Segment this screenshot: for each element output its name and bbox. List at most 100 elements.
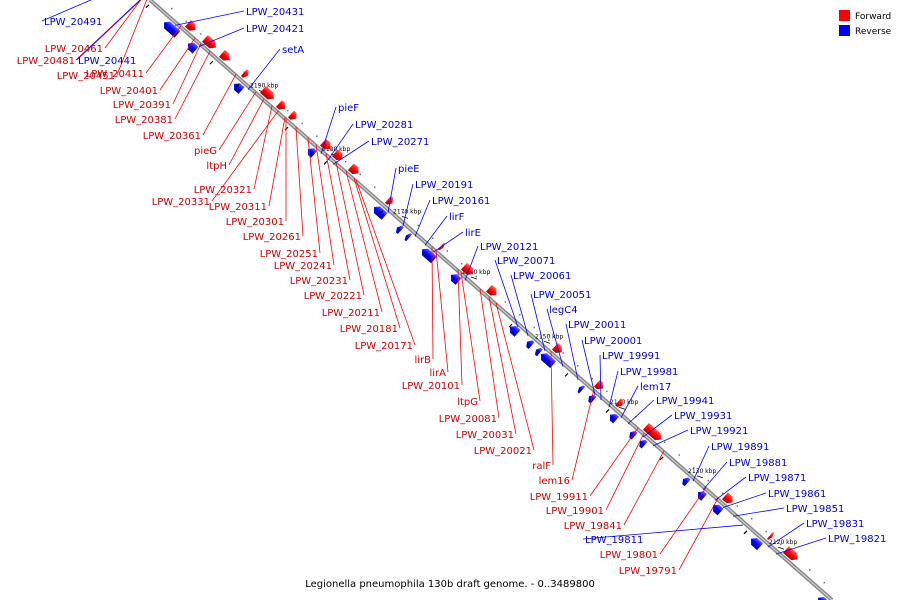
reverse-feature: [713, 504, 724, 516]
forward-gene-label: ltpH: [206, 161, 227, 172]
pseudogene-mark: [605, 409, 610, 413]
forward-leader-line: [325, 153, 351, 281]
minor-tick: [809, 569, 811, 571]
reverse-gene-label: LPW_19931: [674, 411, 732, 422]
forward-gene-label: LPW_20391: [113, 100, 171, 111]
forward-feature: [766, 532, 775, 540]
minor-tick: [345, 160, 347, 163]
forward-feature: [347, 163, 359, 175]
forward-leader-line: [431, 246, 434, 360]
minor-tick: [446, 250, 448, 252]
minor-tick: [765, 530, 767, 533]
tick-label: 2180 kbp: [322, 146, 350, 153]
legend-reverse-label: Reverse: [855, 27, 892, 37]
minor-tick: [519, 313, 521, 316]
tick-label: 2190 kbp: [250, 83, 278, 90]
forward-leader-line: [345, 170, 383, 313]
minor-tick: [200, 33, 202, 35]
reverse-gene-label: LPW_20281: [355, 120, 413, 131]
forward-leader-line: [479, 288, 500, 419]
reverse-feature: [308, 148, 318, 158]
reverse-gene-label: LPW_20161: [432, 196, 490, 207]
forward-feature: [331, 149, 343, 161]
tick-label: 2130 kbp: [688, 468, 716, 475]
forward-gene-label: LPW_20251: [260, 249, 318, 260]
forward-gene-label: LPW_20031: [456, 430, 514, 441]
forward-gene-label: LPW_19841: [564, 521, 622, 532]
forward-gene-label: lirA: [429, 368, 446, 379]
reverse-feature: [639, 439, 648, 449]
reverse-leader-line: [608, 370, 619, 408]
minor-tick: [780, 543, 782, 546]
forward-gene-label: LPW_20261: [243, 232, 301, 243]
reverse-gene-label: LPW_20441: [78, 56, 136, 67]
reverse-leader-line: [530, 293, 546, 351]
forward-leader-line: [495, 302, 535, 451]
reverse-gene-label: LPW_19851: [786, 504, 844, 515]
reverse-gene-label: LPW_20051: [533, 290, 591, 301]
reverse-feature: [698, 491, 708, 501]
forward-leader-line: [315, 144, 335, 266]
reverse-gene-label: LPW_20011: [568, 320, 626, 331]
forward-gene-label: LPW_20231: [290, 276, 348, 287]
minor-tick: [751, 518, 753, 520]
reverse-feature: [541, 353, 557, 368]
reverse-gene-label: lem17: [640, 382, 671, 393]
minor-tick: [171, 7, 173, 10]
reverse-leader-line: [387, 167, 397, 213]
reverse-gene-label: pieF: [338, 103, 359, 114]
reverse-gene-label: LPW_20001: [584, 336, 642, 347]
minor-tick: [258, 84, 260, 86]
reverse-feature: [682, 477, 691, 487]
forward-feature: [319, 138, 331, 150]
forward-gene-label: LPW_20401: [100, 86, 158, 97]
reverse-gene-label: LPW_19871: [748, 473, 806, 484]
minor-tick: [316, 135, 318, 137]
forward-leader-line: [228, 98, 265, 166]
reverse-leader-line: [174, 10, 245, 26]
legend: Forward Reverse: [839, 10, 892, 37]
forward-feature: [201, 34, 216, 49]
minor-tick: [562, 352, 564, 354]
tick-mark: [543, 340, 551, 344]
genome-backbone: [148, 0, 834, 600]
reverse-feature: [164, 21, 181, 38]
forward-feature: [782, 546, 798, 561]
forward-leader-line: [335, 162, 365, 296]
reverse-gene-label: LPW_20191: [415, 180, 473, 191]
forward-leader-line: [145, 25, 182, 74]
reverse-gene-label: LPW_20431: [246, 7, 304, 18]
forward-gene-label: LPW_19901: [546, 506, 604, 517]
legend-reverse-swatch: [839, 25, 850, 36]
minor-tick: [330, 148, 332, 150]
pseudogene-mark: [379, 210, 384, 215]
reverse-feature: [188, 42, 199, 54]
minor-tick: [707, 479, 709, 482]
minor-tick: [823, 581, 825, 584]
forward-gene-label: LPW_20461: [45, 44, 103, 55]
forward-feature: [485, 284, 497, 296]
reverse-leader-line: [327, 123, 354, 161]
reverse-leader-line: [510, 274, 529, 337]
minor-tick: [417, 224, 419, 227]
forward-leader-line: [355, 179, 416, 346]
reverse-leader-line: [320, 106, 337, 154]
minor-tick: [185, 20, 187, 23]
pseudogene-mark: [323, 160, 328, 165]
reverse-gene-label: LPW_19941: [656, 396, 714, 407]
minor-tick: [606, 390, 608, 393]
forward-gene-label: LPW_20171: [355, 341, 413, 352]
pseudogene-mark: [235, 83, 240, 88]
reverse-gene-label: setA: [282, 45, 304, 56]
reverse-gene-label: LPW_19881: [729, 458, 787, 469]
reverse-feature: [510, 326, 521, 337]
minor-tick: [548, 339, 550, 342]
reverse-gene-label: pieE: [398, 164, 420, 175]
forward-leader-line: [435, 250, 449, 373]
forward-leader-line: [353, 177, 401, 329]
reverse-gene-label: LPW_20491: [44, 17, 102, 28]
reverse-gene-label: LPW_19921: [690, 426, 748, 437]
forward-feature: [259, 86, 274, 100]
forward-gene-label: LPW_20411: [86, 69, 144, 80]
reverse-leader-line: [732, 507, 785, 517]
